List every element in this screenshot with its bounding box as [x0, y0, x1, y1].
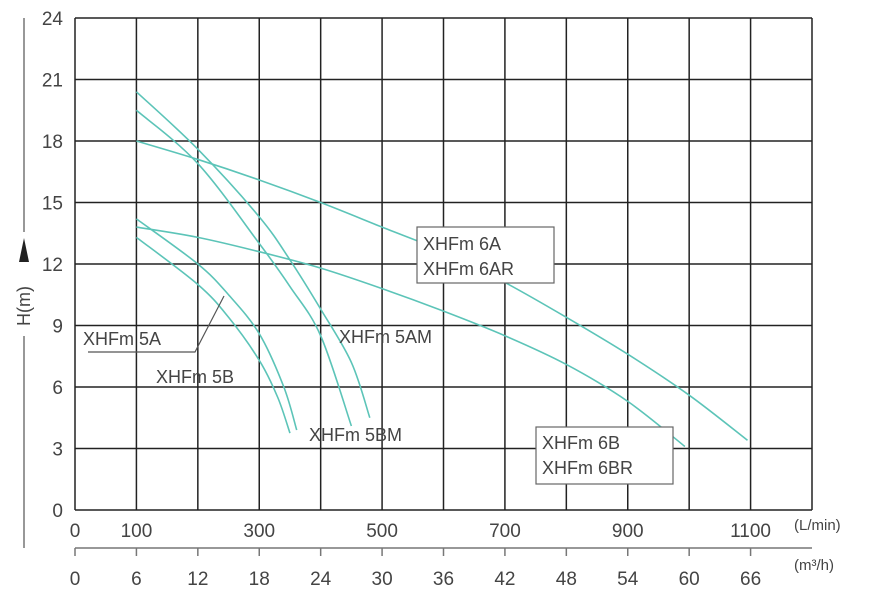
- x-tick-label-lmin: 0: [70, 521, 81, 542]
- x-tick-label-lmin: 700: [489, 521, 521, 542]
- x-tick-label-m3h: 30: [372, 569, 393, 590]
- curve-xhfm-5b: [135, 236, 291, 434]
- x-tick-label-m3h: 24: [310, 569, 332, 590]
- y-tick-label: 6: [52, 378, 63, 399]
- curve-xhfm-6b-xhfm-6br: [136, 226, 686, 448]
- y-tick-label: 3: [52, 440, 63, 461]
- x-tick-label-m3h: 36: [433, 569, 454, 590]
- y-tick-label: 15: [42, 194, 63, 215]
- x-unit-primary: (L/min): [794, 517, 841, 534]
- y-axis-arrow-icon: [19, 238, 29, 262]
- x-tick-label-m3h: 54: [617, 569, 639, 590]
- y-tick-label: 9: [52, 317, 63, 338]
- y-tick-label: 21: [42, 71, 63, 92]
- label-5a: XHFm 5A: [83, 329, 161, 349]
- x-tick-label-m3h: 60: [679, 569, 700, 590]
- y-tick-label: 24: [42, 9, 64, 30]
- label-6a: XHFm 6A: [423, 234, 501, 254]
- y-tick-label: 0: [52, 501, 63, 522]
- label-6ar: XHFm 6AR: [423, 259, 514, 279]
- x-tick-label-lmin: 100: [121, 521, 153, 542]
- curve-xhfm-6a-xhfm-6ar: [136, 140, 749, 441]
- x-tick-label-m3h: 48: [556, 569, 577, 590]
- label-6br: XHFm 6BR: [542, 458, 633, 478]
- label-5bm: XHFm 5BM: [309, 425, 402, 445]
- x-unit-secondary: (m³/h): [794, 557, 834, 574]
- curve-xhfm-5am: [135, 91, 371, 419]
- x-tick-label-m3h: 0: [70, 569, 81, 590]
- x-tick-label-lmin: 500: [366, 521, 398, 542]
- curve-xhfm-5bm: [135, 109, 353, 427]
- x-tick-label-m3h: 66: [740, 569, 761, 590]
- label-5am: XHFm 5AM: [339, 327, 432, 347]
- leader-line-5a: [88, 295, 225, 353]
- x-tick-label-lmin: 900: [612, 521, 644, 542]
- x-tick-label-m3h: 42: [494, 569, 515, 590]
- label-box-6b: [535, 426, 674, 485]
- label-box-6a: [416, 226, 555, 284]
- x-tick-label-lmin: 300: [243, 521, 275, 542]
- label-5b: XHFm 5B: [156, 367, 234, 387]
- x-tick-label-m3h: 6: [131, 569, 142, 590]
- x-tick-label-m3h: 12: [187, 569, 208, 590]
- x-tick-label-lmin: 1100: [730, 521, 771, 542]
- y-tick-label: 12: [42, 255, 63, 276]
- y-tick-label: 18: [42, 132, 63, 153]
- curve-xhfm-5a: [135, 218, 298, 431]
- y-axis-label: H(m): [14, 286, 34, 326]
- label-6b: XHFm 6B: [542, 433, 620, 453]
- x-tick-label-m3h: 18: [249, 569, 270, 590]
